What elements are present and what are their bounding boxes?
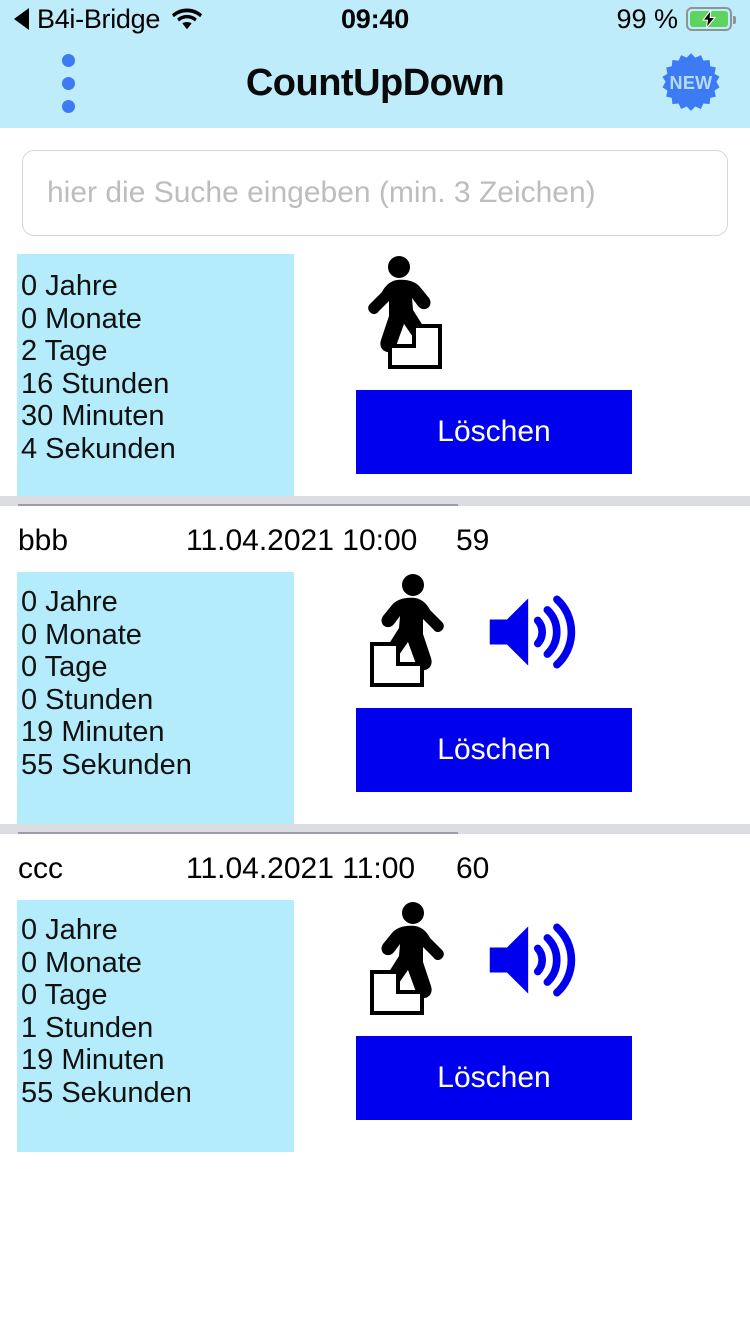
new-badge-label: NEW [669,72,713,93]
stairs-down-icon [370,574,444,687]
status-bar-right: 99 % [616,3,736,35]
kebab-dot [61,53,75,67]
speaker-on-icon [489,595,576,669]
back-arrow-icon[interactable] [14,8,29,30]
card-divider [0,824,750,834]
card-header: bbb 11.04.2021 10:00 59 [0,506,750,564]
card-icon-row [356,254,750,374]
search-input[interactable] [45,175,705,211]
app-bar: CountUpDown NEW [0,38,750,128]
stairs-down-icon [370,902,444,1015]
remaining-time-box: 0 Jahre 0 Monate 0 Tage 0 Stunden 19 Minuten… [17,572,294,824]
card-count-label: 59 [456,524,490,557]
page-title: CountUpDown [245,61,505,104]
time-line-1: 0 Jahre [21,914,118,946]
kebab-dot [61,99,75,113]
remaining-time-box: 0 Jahre 0 Monate 2 Tage 16 Stunden 30 Minute… [17,254,294,496]
card-header: ccc 11.04.2021 11:00 60 [0,834,750,892]
status-bar-left: B4i-Bridge [14,3,203,35]
time-line-1: 0 Jahre [21,586,118,618]
countdown-card-1[interactable]: 0 Jahre 0 Monate 2 Tage 16 Stunden 30 Minute… [0,236,750,496]
time-line-2: 0 Monate [21,302,142,335]
card-icon-row [356,572,750,692]
countdown-card-2[interactable]: bbb 11.04.2021 10:00 59 0 Jahre 0 Monate 0… [0,496,750,824]
delete-button[interactable]: Löschen [356,708,632,792]
card-count-label: 60 [456,852,490,885]
time-line-4: 0 Stunden [21,683,154,716]
starburst-shape-icon [662,53,720,111]
time-line-3: 2 Tage [21,335,108,368]
kebab-dot [61,76,75,90]
card-controls: Löschen [294,900,750,1152]
status-bar: B4i-Bridge 09:40 99 % [0,0,750,38]
stairs-up-icon [368,256,442,369]
card-date-label: 11.04.2021 10:00 [186,524,418,557]
card-name-label: ccc [18,852,63,885]
card-body: 0 Jahre 0 Monate 0 Tage 0 Stunden 19 Minuten… [0,564,750,824]
card-date-label: 11.04.2021 11:00 [186,852,416,885]
time-line-5: 30 Minuten [21,400,165,433]
remaining-time-box: 0 Jahre 0 Monate 0 Tage 1 Stunden 19 Minuten… [17,900,294,1152]
search-box[interactable] [22,150,728,236]
delete-button[interactable]: Löschen [356,390,632,474]
search-section [0,128,750,236]
card-body: 0 Jahre 0 Monate 2 Tage 16 Stunden 30 Minute… [0,236,750,496]
card-name-label: bbb [18,524,69,557]
delete-button[interactable]: Löschen [356,1036,632,1120]
charging-bolt-icon [701,10,716,28]
battery-percent-label: 99 % [616,3,678,34]
card-body: 0 Jahre 0 Monate 0 Tage 1 Stunden 19 Minuten… [0,892,750,1152]
time-line-3: 0 Tage [21,979,108,1012]
time-line-2: 0 Monate [21,618,142,651]
time-line-3: 0 Tage [21,651,108,684]
speaker-on-icon [489,923,576,997]
time-line-4: 1 Stunden [21,1011,154,1044]
time-line-6: 4 Sekunden [21,432,176,465]
time-line-6: 55 Sekunden [21,748,192,781]
time-line-5: 19 Minuten [21,716,165,749]
time-line-4: 16 Stunden [21,367,170,400]
countdown-card-3[interactable]: ccc 11.04.2021 11:00 60 0 Jahre 0 Monate 0… [0,824,750,1152]
time-line-6: 55 Sekunden [21,1076,192,1109]
kebab-menu-icon[interactable] [38,53,98,113]
card-divider [0,496,750,506]
card-icon-row [356,900,750,1020]
time-line-2: 0 Monate [21,946,142,979]
card-controls: Löschen [294,254,750,496]
countdown-list: 0 Jahre 0 Monate 2 Tage 16 Stunden 30 Minute… [0,236,750,1152]
card-controls: Löschen [294,572,750,824]
new-starburst-badge[interactable]: NEW [660,52,722,114]
time-line-1: 0 Jahre [21,270,118,302]
carrier-app-label: B4i-Bridge [37,3,161,34]
battery-charging-icon [686,7,736,31]
time-line-5: 19 Minuten [21,1044,165,1077]
wifi-icon [172,8,203,30]
